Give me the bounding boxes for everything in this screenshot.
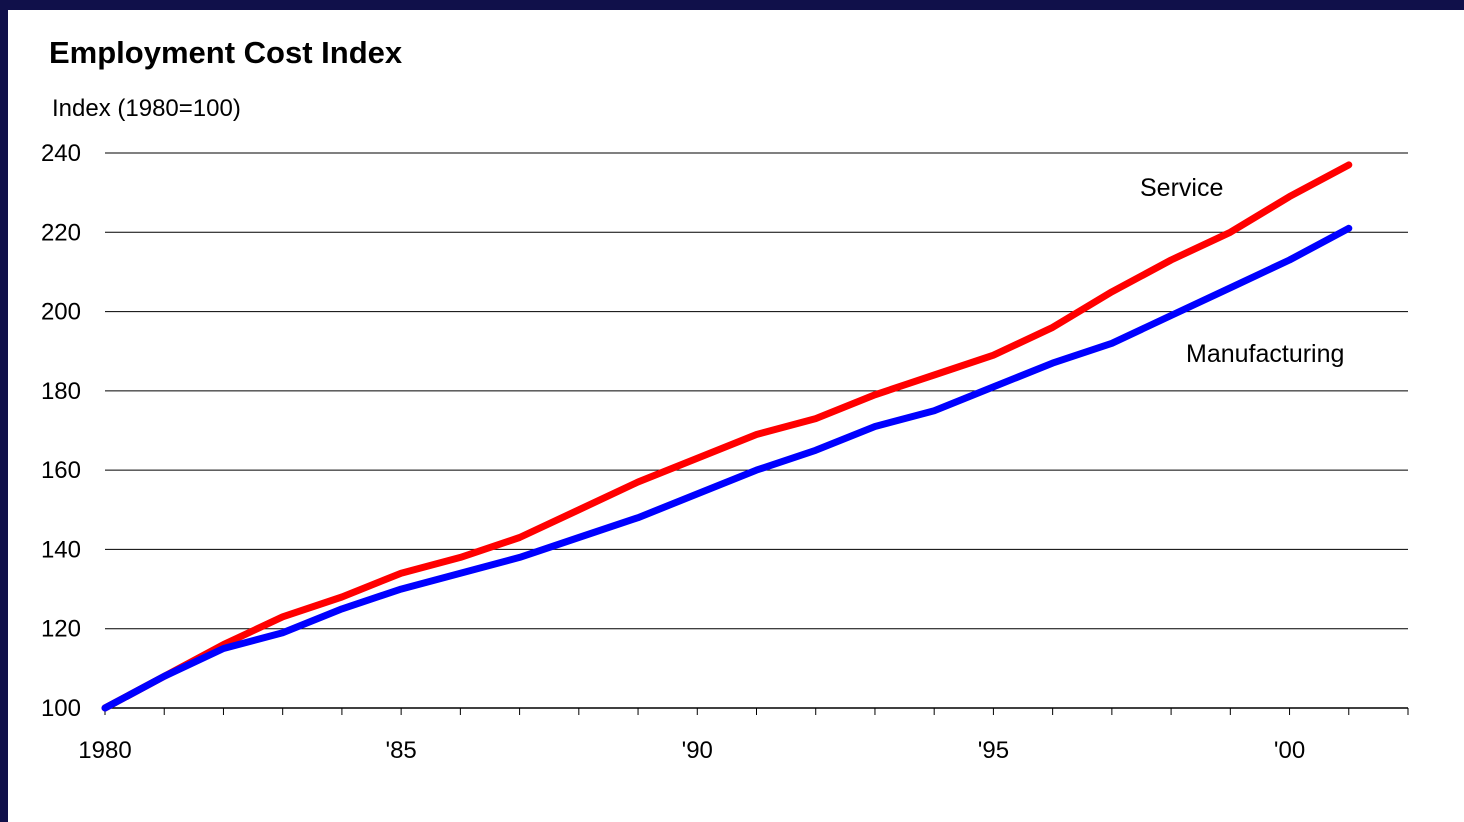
x-tick-label-2000: '00 <box>1274 737 1305 764</box>
chart-slide: Employment Cost Index Index (1980=100) 1… <box>8 10 1464 822</box>
x-axis <box>104 707 1409 715</box>
chart-title: Employment Cost Index <box>49 35 403 70</box>
series-label-service: Service <box>1140 174 1223 202</box>
series-line-manufacturing <box>101 224 1353 712</box>
x-tick-label-1995: '95 <box>978 737 1009 764</box>
gridlines <box>105 152 1408 630</box>
line-chart: Employment Cost Index Index (1980=100) 1… <box>41 35 1409 764</box>
y-tick-label-160: 160 <box>41 457 81 484</box>
x-axis-ticks: 1980 '85 '90 '95 '00 <box>78 737 1305 764</box>
x-tick-label-1990: '90 <box>682 737 713 764</box>
y-tick-label-140: 140 <box>41 536 81 563</box>
series-lines <box>101 161 1353 712</box>
series-line-service <box>101 161 1353 712</box>
y-tick-label-100: 100 <box>41 695 81 722</box>
y-tick-label-200: 200 <box>41 299 81 326</box>
x-tick-label-1985: '85 <box>385 737 416 764</box>
y-axis-ticks: 100 120 140 160 180 200 220 240 <box>41 140 81 722</box>
y-tick-label-240: 240 <box>41 140 81 167</box>
y-tick-label-220: 220 <box>41 219 81 246</box>
y-tick-label-120: 120 <box>41 616 81 643</box>
y-axis-label: Index (1980=100) <box>52 95 241 122</box>
series-label-manufacturing: Manufacturing <box>1186 340 1344 368</box>
x-tick-label-1980: 1980 <box>78 737 131 764</box>
y-tick-label-180: 180 <box>41 378 81 405</box>
